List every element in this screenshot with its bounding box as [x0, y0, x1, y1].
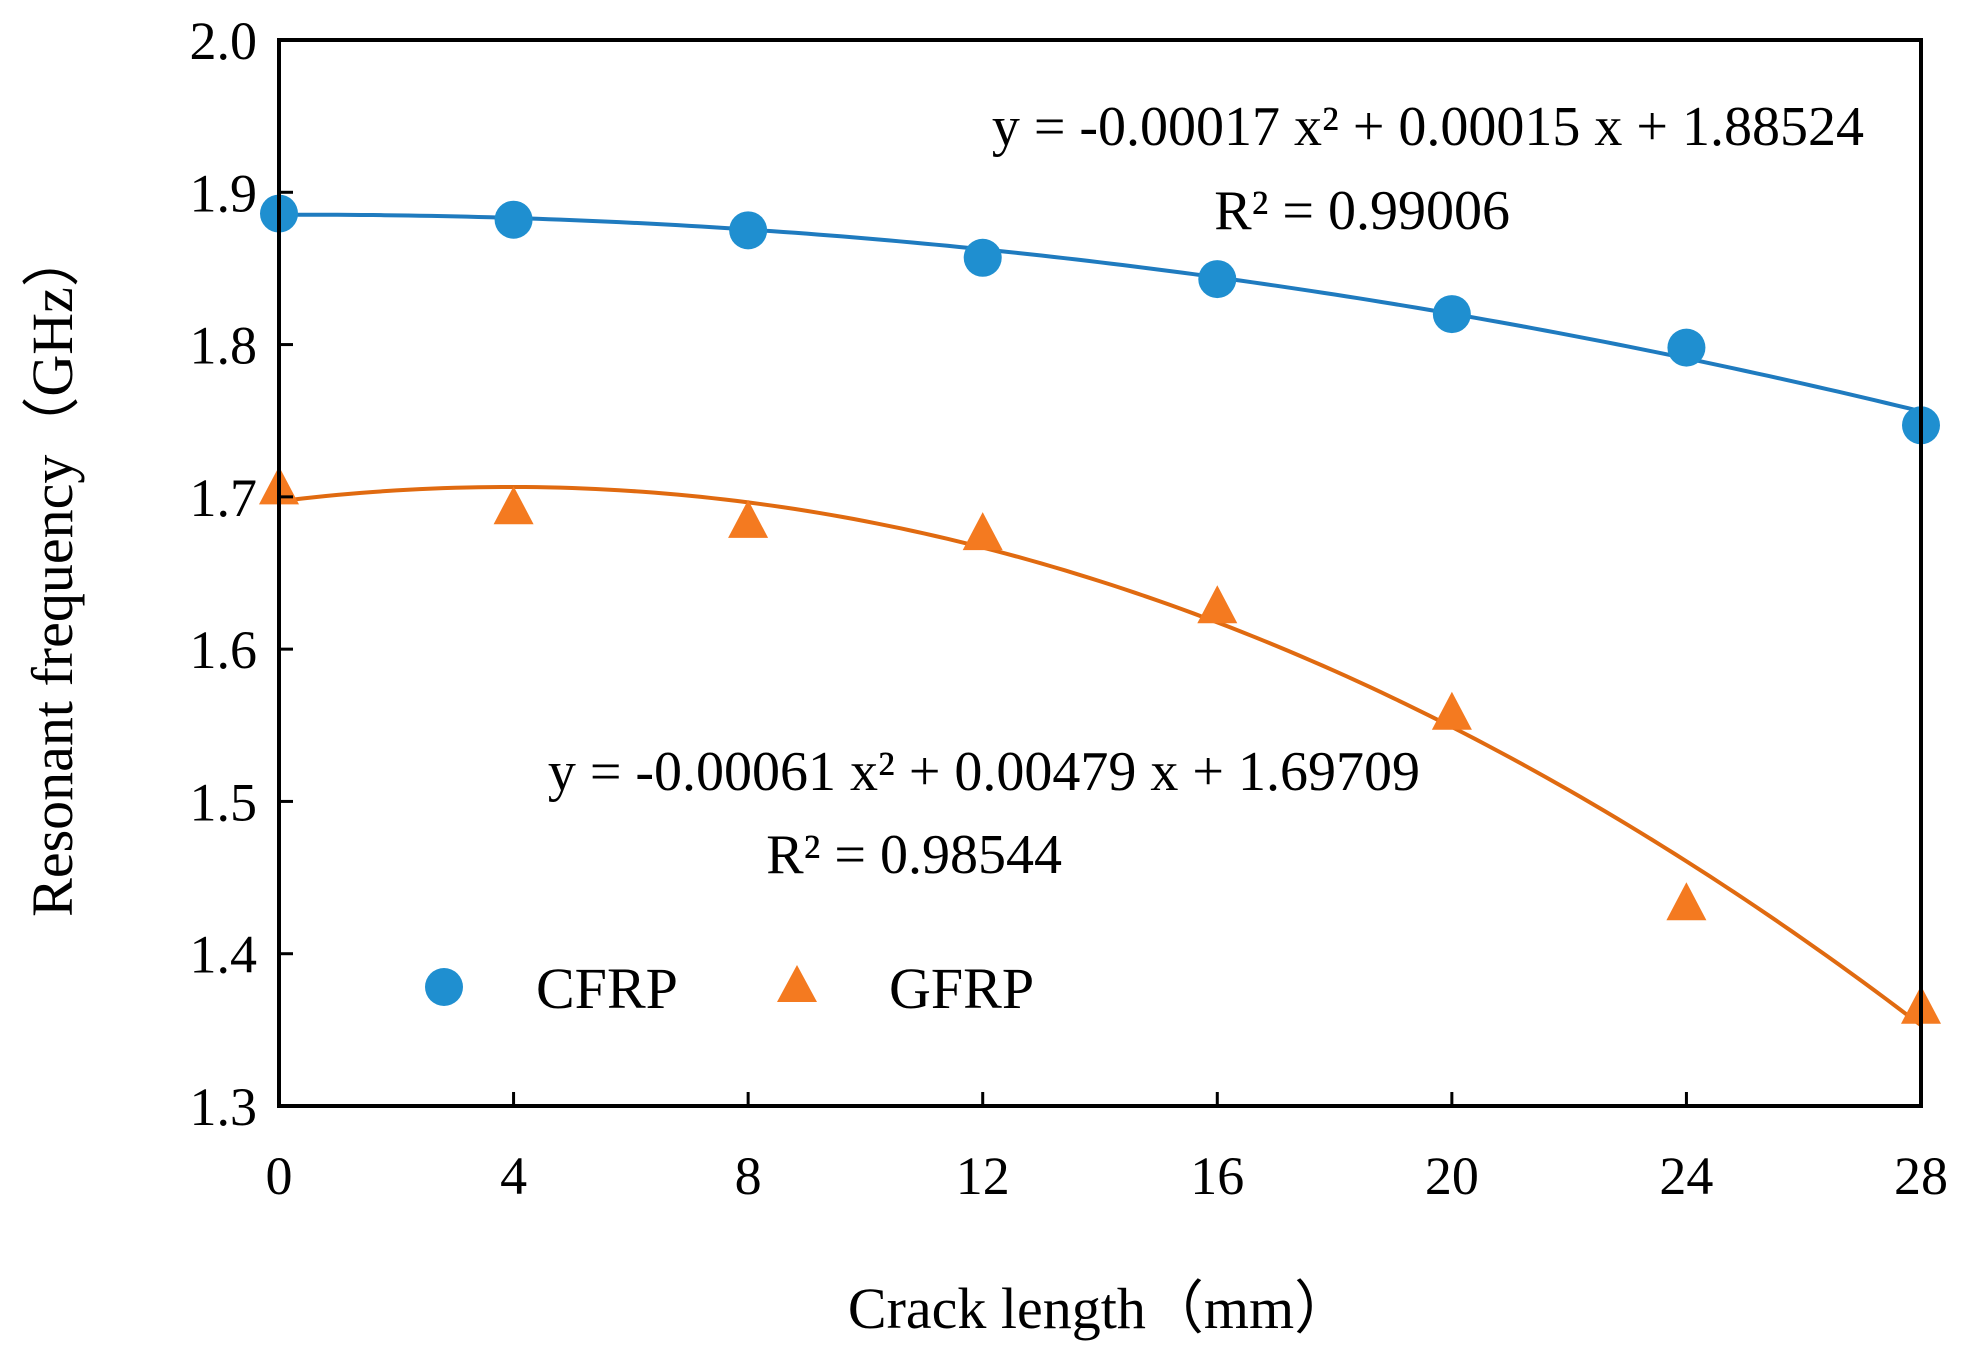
x-tick-label: 12: [956, 1146, 1010, 1206]
gfrp-point: [1431, 691, 1472, 730]
cfrp-equation: y = -0.00017 x² + 0.00015 x + 1.88524: [992, 96, 1864, 158]
y-tick-label: 1.6: [190, 620, 258, 680]
gfrp-point: [493, 486, 534, 525]
legend-cfrp-marker: [425, 968, 463, 1006]
x-axis-ticks: 0 4 8 12 16 20 24 28: [266, 1092, 1948, 1206]
cfrp-r-squared: R² = 0.99006: [1214, 180, 1510, 242]
gfrp-r-squared: R² = 0.98544: [766, 824, 1062, 886]
x-tick-label: 24: [1659, 1146, 1713, 1206]
y-tick-label: 1.5: [190, 772, 258, 832]
gfrp-point: [1666, 882, 1707, 921]
legend-gfrp-label: GFRP: [889, 956, 1034, 1021]
x-tick-label: 16: [1190, 1146, 1244, 1206]
legend-cfrp-label: CFRP: [536, 956, 678, 1021]
y-tick-label: 2.0: [190, 11, 258, 71]
legend: CFRP GFRP: [425, 956, 1034, 1021]
y-axis-title: Resonant frequency（GHz）: [20, 229, 85, 917]
y-tick-label: 1.9: [190, 163, 258, 223]
cfrp-point: [1667, 328, 1706, 367]
y-tick-label: 1.8: [190, 316, 258, 376]
y-tick-label: 1.7: [190, 468, 258, 528]
cfrp-point: [494, 200, 533, 239]
plot-frame: [277, 38, 1923, 1108]
data-markers: [259, 194, 1941, 1024]
gfrp-equation: y = -0.00061 x² + 0.00479 x + 1.69709: [548, 741, 1420, 803]
legend-gfrp-marker: [777, 965, 817, 1002]
cfrp-point: [1198, 260, 1237, 299]
x-tick-label: 20: [1425, 1146, 1479, 1206]
cfrp-point: [729, 211, 768, 250]
gfrp-point: [1197, 585, 1238, 624]
x-tick-label: 8: [735, 1146, 762, 1206]
x-tick-label: 0: [266, 1146, 293, 1206]
cfrp-fit-line: [278, 212, 1922, 414]
fit-curves: [278, 212, 1923, 1027]
y-tick-label: 1.3: [190, 1077, 258, 1137]
y-axis-ticks: 1.3 1.4 1.5 1.6 1.7 1.8 1.9 2.0: [190, 11, 293, 1137]
y-tick-label: 1.4: [190, 925, 258, 985]
x-tick-label: 4: [500, 1146, 527, 1206]
x-tick-label: 28: [1894, 1146, 1948, 1206]
gfrp-point: [962, 512, 1003, 551]
gfrp-fit-line: [278, 484, 1923, 1027]
gfrp-point: [728, 499, 769, 538]
cfrp-point: [963, 238, 1002, 277]
x-axis-title: Crack length（mm）: [848, 1276, 1352, 1341]
cfrp-point: [1432, 295, 1471, 334]
